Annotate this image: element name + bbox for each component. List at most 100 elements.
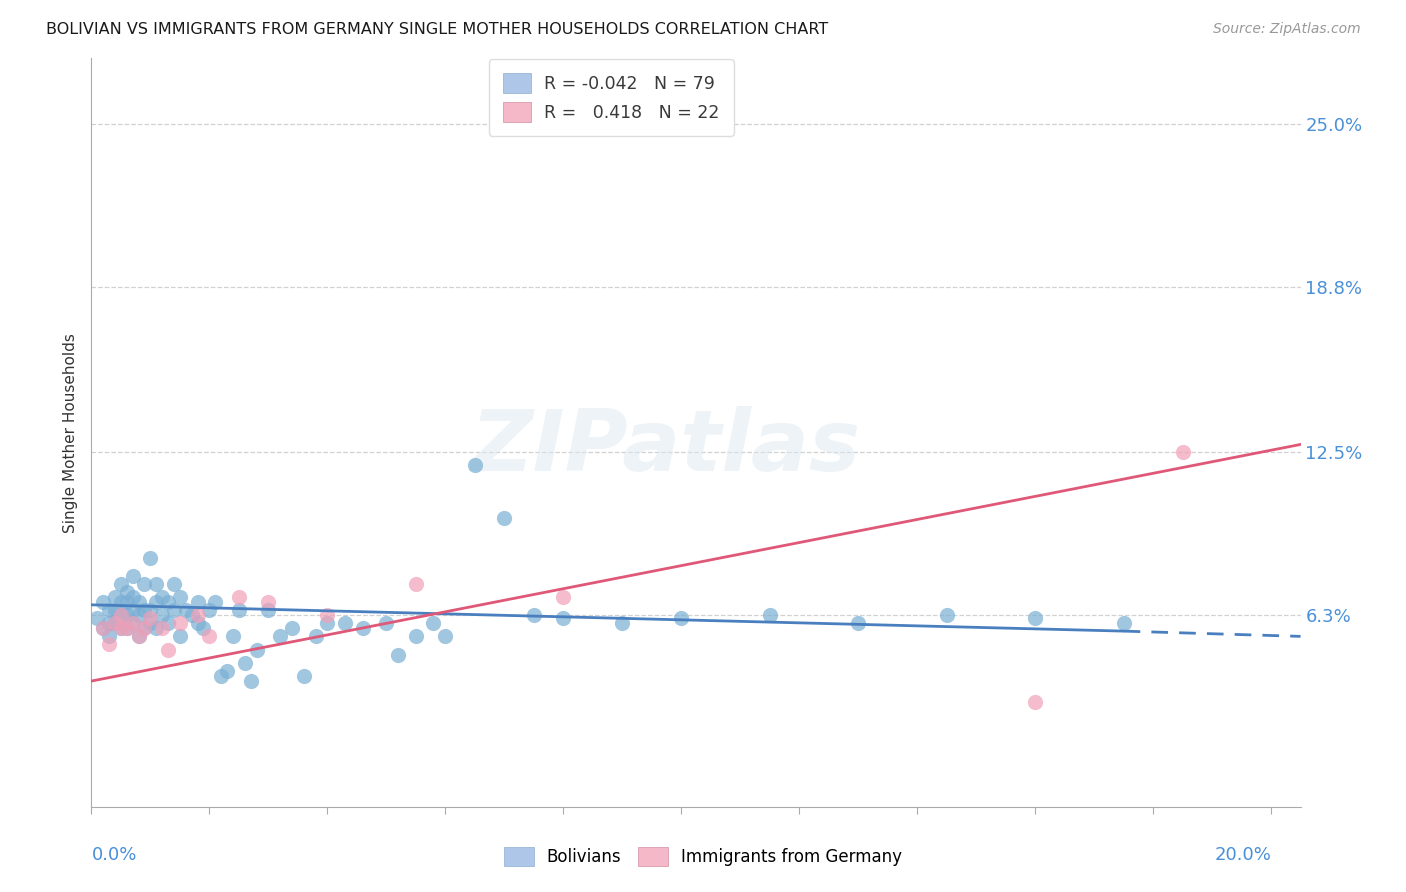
Point [150, 622, 173, 636]
Y-axis label: Single Mother Households: Single Mother Households [63, 333, 79, 533]
Point [104, 616, 127, 631]
Point [187, 608, 209, 623]
Point [169, 590, 191, 604]
Point [245, 642, 267, 657]
Point [115, 595, 138, 609]
Point [422, 616, 444, 631]
Point [375, 616, 398, 631]
Point [671, 611, 693, 625]
Point [352, 622, 374, 636]
Point [110, 622, 132, 636]
Point [104, 590, 127, 604]
Point [110, 608, 132, 623]
Point [139, 603, 162, 617]
Point [1024, 611, 1046, 625]
Point [110, 622, 132, 636]
Point [134, 576, 156, 591]
Point [110, 576, 132, 591]
Point [128, 595, 150, 609]
Point [494, 511, 516, 525]
Point [222, 629, 245, 643]
Point [98, 616, 121, 631]
Point [128, 608, 150, 623]
Point [1024, 695, 1046, 709]
Point [145, 622, 167, 636]
Point [405, 576, 427, 591]
Point [553, 590, 575, 604]
Point [233, 656, 256, 670]
Point [169, 616, 191, 631]
Point [405, 629, 427, 643]
Point [163, 576, 186, 591]
Point [257, 603, 280, 617]
Point [121, 569, 143, 583]
Point [121, 616, 143, 631]
Point [98, 629, 121, 643]
Point [228, 590, 250, 604]
Point [316, 616, 339, 631]
Point [935, 608, 957, 623]
Text: 20.0%: 20.0% [1215, 847, 1271, 864]
Point [139, 611, 162, 625]
Point [110, 608, 132, 623]
Point [163, 603, 186, 617]
Point [304, 629, 326, 643]
Point [333, 616, 356, 631]
Point [134, 622, 156, 636]
Point [115, 608, 138, 623]
Point [239, 674, 262, 689]
Point [128, 629, 150, 643]
Legend: Bolivians, Immigrants from Germany: Bolivians, Immigrants from Germany [496, 840, 910, 873]
Point [157, 616, 180, 631]
Point [316, 608, 339, 623]
Point [150, 590, 173, 604]
Point [139, 616, 162, 631]
Point [139, 550, 162, 565]
Point [121, 616, 143, 631]
Point [187, 616, 209, 631]
Point [464, 458, 486, 473]
Point [98, 603, 121, 617]
Point [269, 629, 291, 643]
Point [134, 622, 156, 636]
Point [150, 608, 173, 623]
Point [523, 608, 546, 623]
Point [157, 642, 180, 657]
Point [91, 622, 114, 636]
Point [110, 595, 132, 609]
Text: 0.0%: 0.0% [91, 847, 136, 864]
Point [91, 622, 114, 636]
Point [86, 611, 108, 625]
Point [281, 622, 304, 636]
Point [198, 629, 221, 643]
Point [758, 608, 780, 623]
Point [115, 622, 138, 636]
Point [215, 664, 238, 678]
Point [169, 629, 191, 643]
Point [193, 622, 215, 636]
Point [187, 595, 209, 609]
Point [115, 584, 138, 599]
Point [157, 595, 180, 609]
Point [1171, 445, 1194, 459]
Point [553, 611, 575, 625]
Point [612, 616, 634, 631]
Point [228, 603, 250, 617]
Point [121, 590, 143, 604]
Text: Source: ZipAtlas.com: Source: ZipAtlas.com [1213, 22, 1361, 37]
Point [115, 622, 138, 636]
Point [209, 669, 232, 683]
Point [121, 603, 143, 617]
Point [434, 629, 457, 643]
Point [145, 595, 167, 609]
Point [174, 603, 197, 617]
Point [292, 669, 315, 683]
Point [98, 637, 121, 651]
Point [104, 603, 127, 617]
Point [91, 595, 114, 609]
Point [1112, 616, 1135, 631]
Point [198, 603, 221, 617]
Point [204, 595, 226, 609]
Point [257, 595, 280, 609]
Text: BOLIVIAN VS IMMIGRANTS FROM GERMANY SINGLE MOTHER HOUSEHOLDS CORRELATION CHART: BOLIVIAN VS IMMIGRANTS FROM GERMANY SING… [46, 22, 828, 37]
